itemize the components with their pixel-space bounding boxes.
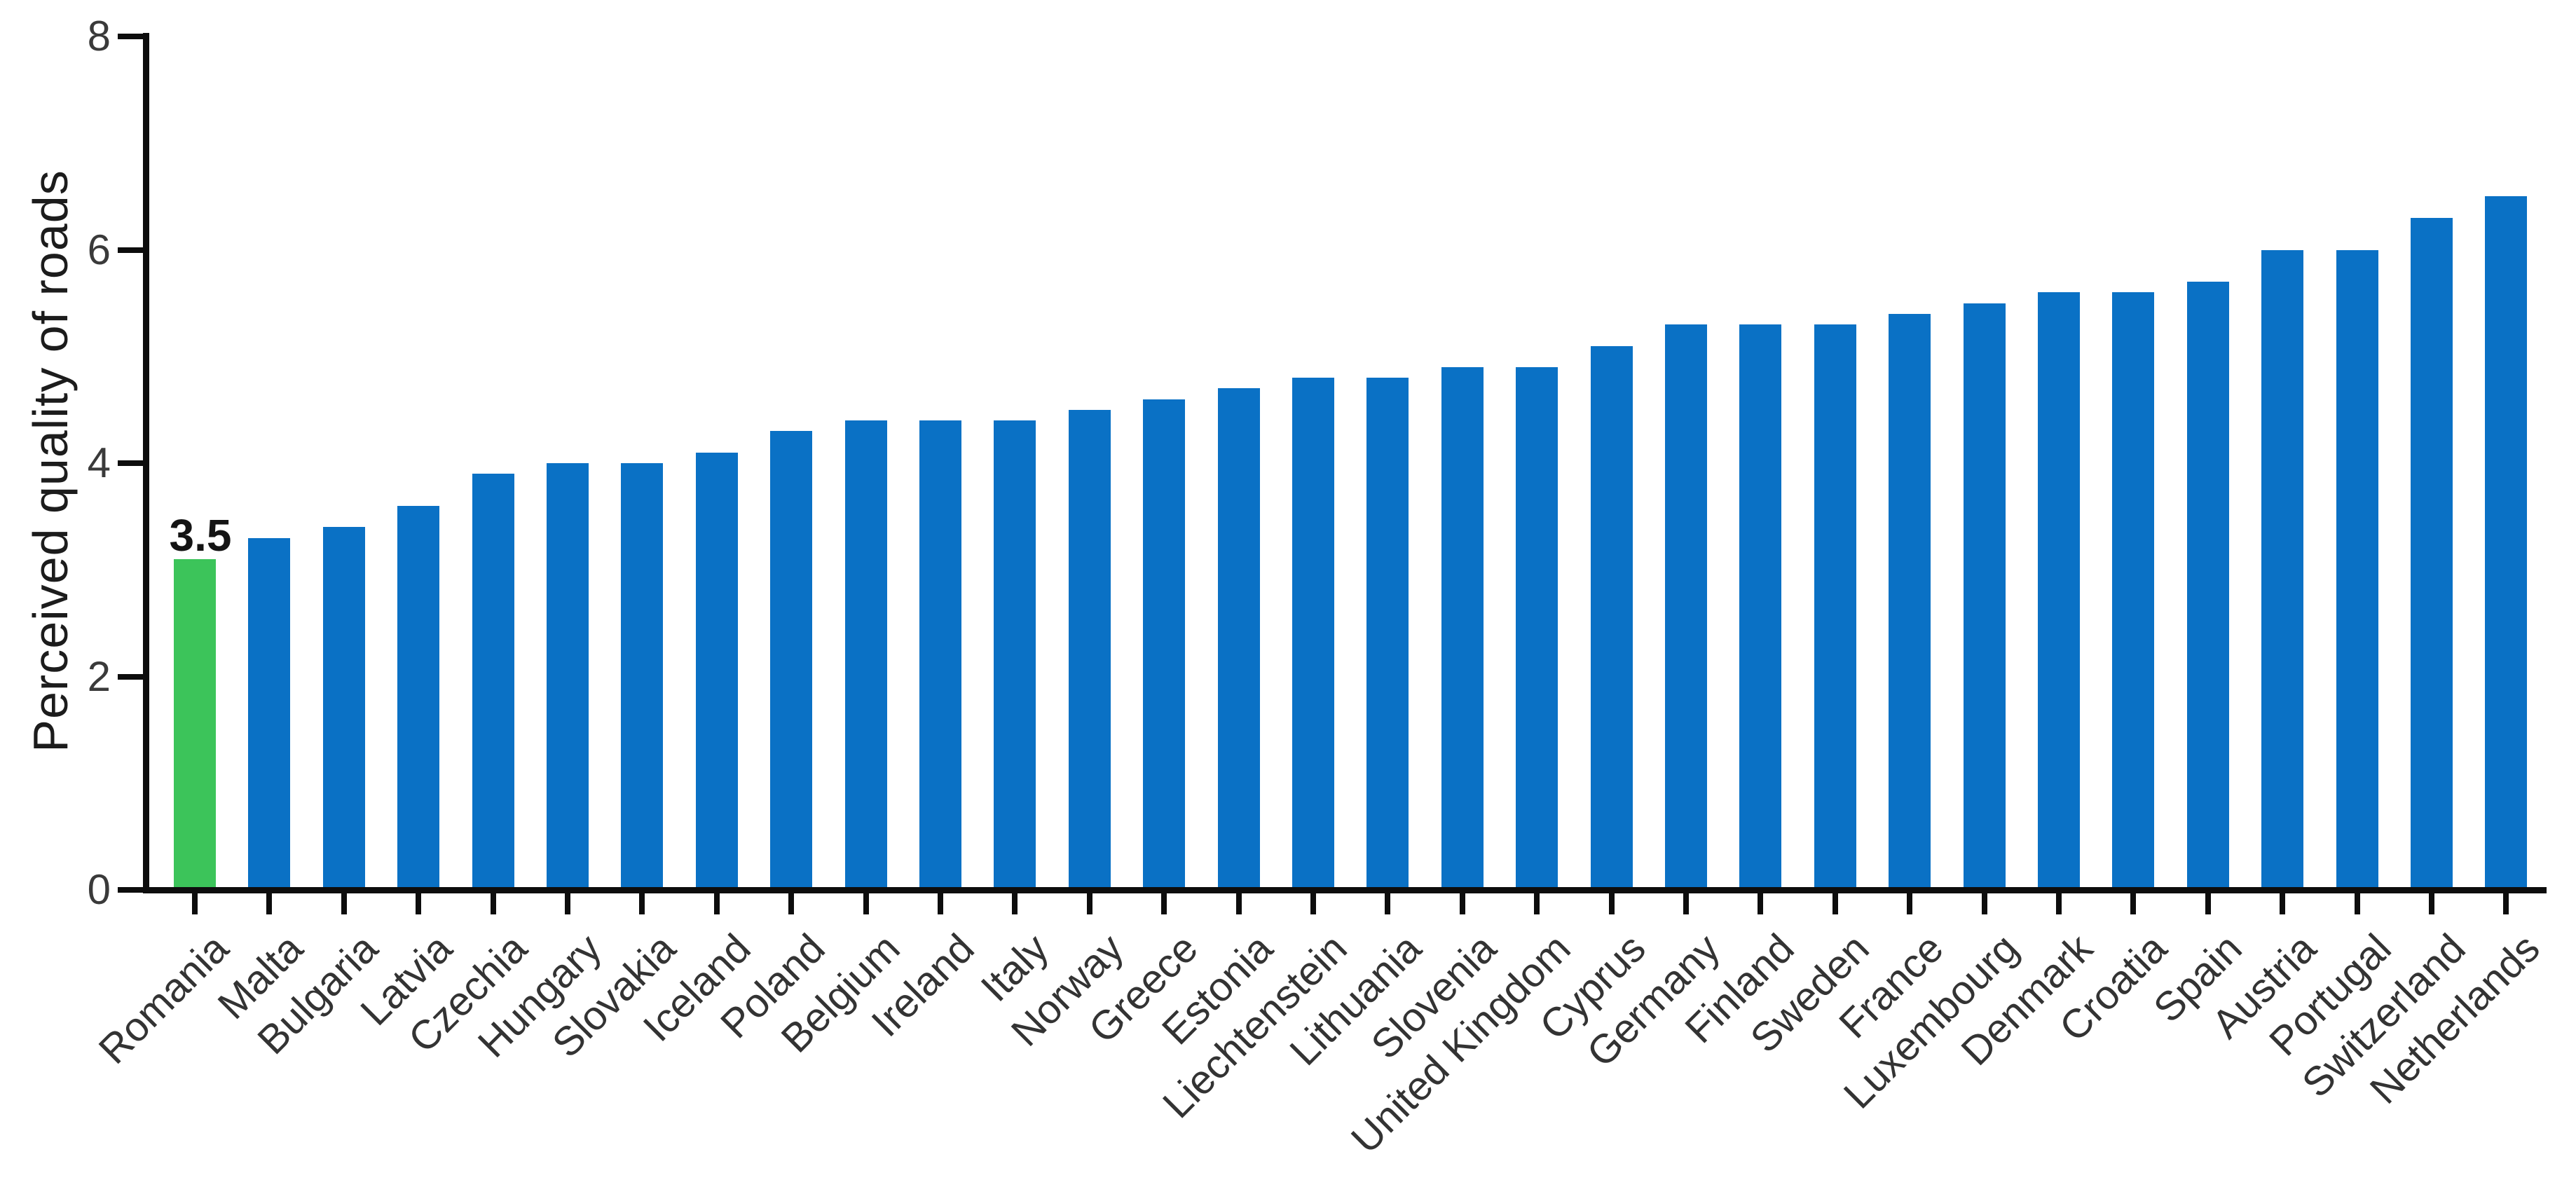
x-tick — [2429, 893, 2434, 914]
bar — [2112, 292, 2155, 887]
x-tick — [1683, 893, 1689, 914]
x-tick — [639, 893, 645, 914]
bar — [2336, 249, 2378, 887]
x-tick — [266, 893, 273, 914]
x-tick — [1758, 893, 1764, 914]
x-tick — [863, 893, 869, 914]
x-tick — [1310, 893, 1316, 914]
x-tick — [1907, 893, 1913, 914]
y-tick — [118, 673, 144, 680]
y-tick-label: 0 — [87, 866, 111, 913]
x-tick — [416, 893, 422, 914]
x-tick — [565, 893, 570, 914]
bar — [1889, 313, 1931, 887]
x-tick — [341, 893, 347, 914]
y-tick-label: 6 — [87, 226, 111, 273]
x-tick — [1981, 893, 1987, 914]
bar — [1590, 345, 1633, 887]
x-tick — [1086, 893, 1092, 914]
y-tick — [118, 34, 144, 39]
bar — [248, 537, 291, 887]
bar — [621, 463, 664, 887]
x-tick — [2056, 893, 2062, 914]
bar — [844, 420, 887, 887]
x-tick — [938, 893, 943, 914]
bar — [1068, 409, 1111, 887]
x-tick — [192, 893, 198, 914]
bar — [1441, 366, 1484, 887]
x-tick — [1385, 893, 1391, 914]
bar — [1366, 378, 1409, 887]
x-tick — [2205, 893, 2211, 914]
bar — [2485, 196, 2528, 887]
bar — [2411, 217, 2453, 887]
bar — [547, 463, 589, 887]
bar — [174, 559, 216, 887]
bar — [919, 420, 961, 887]
x-tick — [2354, 893, 2360, 914]
bar — [1516, 366, 1558, 887]
x-tick — [1161, 893, 1167, 914]
x-tick — [2503, 893, 2509, 914]
x-tick — [713, 893, 720, 914]
x-axis-line — [143, 887, 2547, 893]
x-tick — [2280, 893, 2286, 914]
bar — [1739, 324, 1782, 887]
bar — [1814, 324, 1856, 887]
x-tick — [2130, 893, 2137, 914]
bar — [1963, 303, 2006, 887]
bar — [770, 431, 813, 887]
y-tick-label: 8 — [87, 13, 111, 60]
x-tick — [1459, 893, 1465, 914]
bar — [1143, 399, 1186, 887]
bar — [1292, 378, 1334, 887]
x-tick — [1012, 893, 1018, 914]
x-tick — [1534, 893, 1540, 914]
y-tick — [118, 247, 144, 253]
bar — [695, 452, 738, 887]
bar — [1217, 388, 1260, 887]
bar — [322, 527, 365, 887]
bar — [994, 420, 1036, 887]
x-tick — [490, 893, 496, 914]
y-tick — [118, 460, 144, 466]
bar — [397, 505, 440, 887]
bar — [1665, 324, 1707, 887]
x-tick — [788, 893, 795, 914]
bar — [2261, 249, 2304, 887]
y-tick-label: 4 — [87, 439, 111, 486]
bar — [2186, 282, 2229, 887]
y-axis-line — [143, 33, 149, 893]
y-tick-label: 2 — [87, 652, 111, 700]
bar-value-label: 3.5 — [169, 510, 232, 561]
bar — [472, 474, 514, 887]
x-tick — [1235, 893, 1242, 914]
bar — [2038, 292, 2080, 887]
x-tick — [1608, 893, 1615, 914]
y-tick — [118, 887, 144, 893]
x-tick — [1832, 893, 1838, 914]
